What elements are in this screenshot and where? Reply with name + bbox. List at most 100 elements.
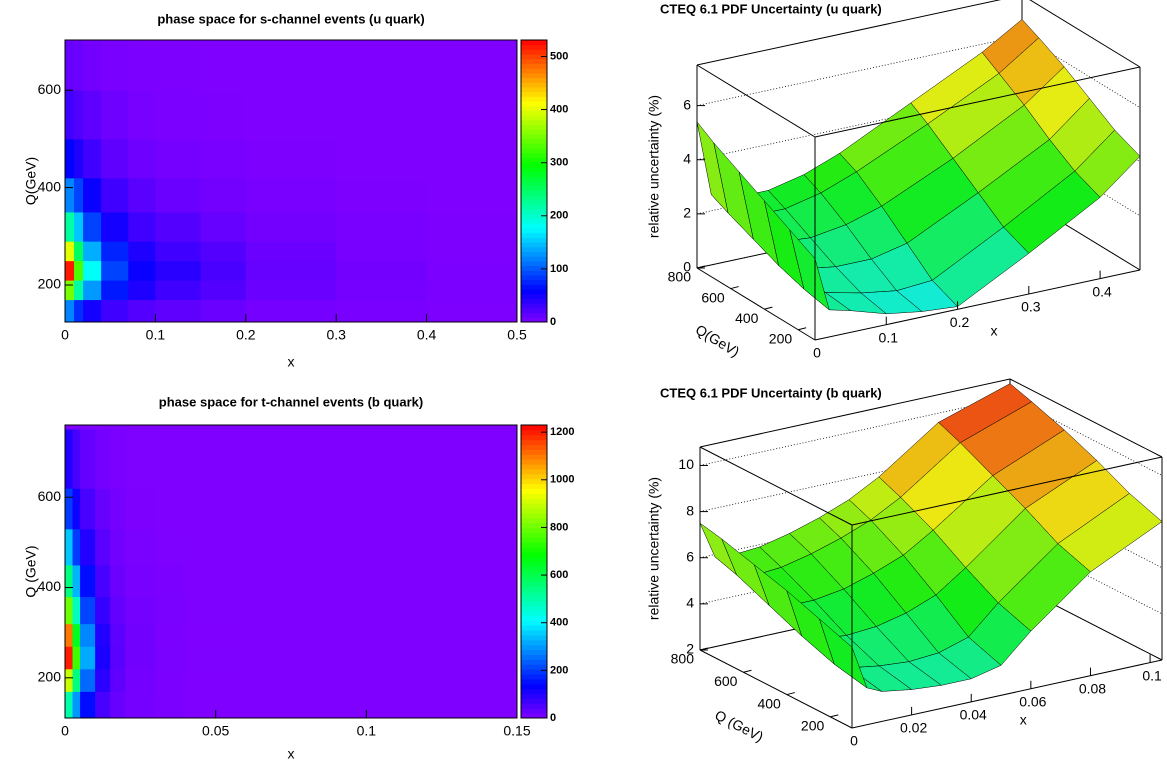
surface-cell <box>789 229 830 311</box>
x-tick-label: 0.1 <box>879 329 899 345</box>
heat-cell <box>336 138 428 179</box>
colorbar-step <box>521 270 547 276</box>
colorbar-step <box>521 256 547 262</box>
y-tick-label: 600 <box>714 673 738 689</box>
heat-cell <box>65 211 75 242</box>
box-edge <box>814 269 1141 341</box>
x-axis-label: x <box>288 746 295 762</box>
heat-cell <box>65 564 74 598</box>
x-tick-label: 0.2 <box>236 327 256 343</box>
y-tick-label: 200 <box>38 669 62 685</box>
heat-cell <box>95 488 111 530</box>
colorbar-step <box>521 639 547 646</box>
heat-cell <box>110 528 126 566</box>
colorbar-step <box>521 444 547 450</box>
heat-cell <box>185 668 247 692</box>
colorbar-step <box>521 512 547 519</box>
x-tick-label: 0.1 <box>1142 667 1162 683</box>
colorbar-step <box>521 439 547 446</box>
y-tick <box>696 265 706 269</box>
heat-cell <box>366 429 518 489</box>
heat-cell <box>125 646 156 670</box>
z-tick-label: 6 <box>683 96 691 112</box>
box-edge <box>699 649 853 729</box>
heat-cell <box>83 177 102 213</box>
heat-cell <box>426 299 518 323</box>
heat-cell <box>83 299 102 323</box>
z-tick-label: 500 <box>550 50 568 62</box>
heat-cell <box>128 299 156 323</box>
heat-cell <box>128 280 156 301</box>
heat-cell <box>65 260 75 281</box>
colorbar-step <box>521 284 547 290</box>
colorbar-step <box>521 185 547 191</box>
heat-cell <box>245 90 337 140</box>
y-tick-label: 600 <box>38 81 62 97</box>
heat-cell <box>65 596 74 625</box>
y-axis-label: Q(GeV) <box>23 157 39 205</box>
heat-cell <box>155 623 187 647</box>
heat-cell <box>200 90 247 140</box>
z-tick-label: 800 <box>550 521 568 533</box>
colorbar-step <box>521 44 547 50</box>
heat-cell <box>95 429 111 489</box>
heat-cell <box>426 41 518 91</box>
heat-cell <box>185 429 247 489</box>
heat-cell <box>336 299 428 323</box>
colorbar-step <box>521 566 547 572</box>
colorbar-step <box>521 246 547 252</box>
heat-cell <box>65 623 74 647</box>
chart-title: CTEQ 6.1 PDF Uncertainty (b quark) <box>660 385 882 400</box>
heat-cell <box>155 488 187 530</box>
box-edge <box>696 0 1002 66</box>
z-tick-label: 0 <box>683 259 691 275</box>
heat-cell <box>155 138 202 179</box>
heat-cell <box>185 488 247 530</box>
y-tick-label: 800 <box>668 269 692 285</box>
x-tick-label: 0.06 <box>1019 693 1046 709</box>
heat-cell <box>83 280 102 301</box>
colorbar-step <box>521 659 547 665</box>
heat-cell <box>72 596 81 625</box>
colorbar-step <box>521 176 547 182</box>
x-tick-label: 0.3 <box>326 327 346 343</box>
heat-cell <box>80 668 96 692</box>
heat-cell <box>72 564 81 598</box>
colorbar-step <box>521 634 547 641</box>
heat-cell <box>65 646 74 670</box>
heat-cell <box>155 429 187 489</box>
colorbar-step <box>521 279 547 285</box>
heat-cell <box>72 623 81 647</box>
heat-cell <box>128 41 156 91</box>
heat-cell <box>74 280 84 301</box>
heat-cell <box>155 564 187 598</box>
heat-cell <box>155 596 187 625</box>
colorbar-step <box>521 468 547 475</box>
colorbar-step <box>521 576 547 582</box>
heat-cell <box>72 488 81 530</box>
heat-cell <box>110 668 126 692</box>
colorbar-step <box>521 483 547 489</box>
colorbar-step <box>521 551 547 558</box>
colorbar-step <box>521 101 547 107</box>
colorbar-step <box>521 625 547 631</box>
heat-cell <box>101 41 129 91</box>
heat-cell <box>366 668 518 692</box>
colorbar-step <box>521 293 547 299</box>
box-edge <box>851 659 1163 729</box>
heat-cell <box>366 528 518 566</box>
heat-cell <box>336 241 428 262</box>
y-tick <box>699 647 709 651</box>
colorbar-step <box>521 40 547 46</box>
x-axis-label: x <box>991 322 998 338</box>
heat-cell <box>125 528 156 566</box>
colorbar-step <box>521 532 547 538</box>
heat-cell <box>80 596 96 625</box>
heat-cell <box>95 691 111 719</box>
colorbar-step <box>521 473 547 480</box>
colorbar-step <box>521 49 547 55</box>
colorbar-step <box>521 678 547 685</box>
heat-cell <box>155 646 187 670</box>
colorbar-step <box>521 138 547 144</box>
heat-cell <box>65 90 75 140</box>
